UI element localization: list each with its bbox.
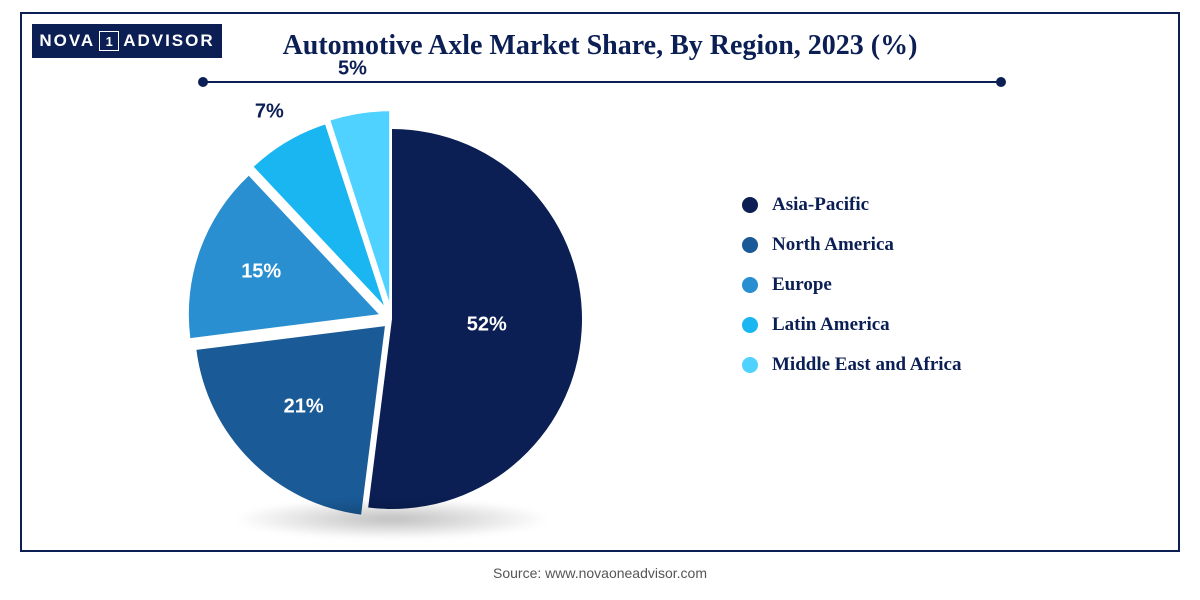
- legend-swatch: [742, 317, 758, 333]
- legend-swatch: [742, 197, 758, 213]
- legend-item: Europe: [742, 274, 961, 296]
- divider-dot-right: [996, 77, 1006, 87]
- legend-item: Middle East and Africa: [742, 354, 961, 376]
- pie-slice: [196, 326, 385, 515]
- legend-swatch: [742, 357, 758, 373]
- legend: Asia-Pacific North America Europe Latin Ame…: [742, 194, 961, 376]
- legend-label: North America: [772, 234, 894, 256]
- legend-item: North America: [742, 234, 961, 256]
- legend-label: Asia-Pacific: [772, 194, 869, 216]
- source-text: Source: www.novaoneadvisor.com: [0, 565, 1200, 581]
- legend-label: Europe: [772, 274, 832, 296]
- divider-line: [202, 81, 1002, 83]
- slice-label: 21%: [284, 396, 324, 419]
- legend-swatch: [742, 277, 758, 293]
- slice-label: 52%: [467, 313, 507, 336]
- pie-shadow: [232, 499, 552, 539]
- legend-swatch: [742, 237, 758, 253]
- legend-label: Latin America: [772, 314, 890, 336]
- slice-label: 15%: [241, 260, 281, 283]
- pie-chart: 52%21%15%7%5%: [172, 104, 612, 544]
- pie-svg: [172, 104, 612, 544]
- slice-label: 7%: [255, 100, 284, 123]
- chart-frame: NOVA 1 ADVISOR Automotive Axle Market Sh…: [20, 12, 1180, 552]
- legend-item: Asia-Pacific: [742, 194, 961, 216]
- chart-title: Automotive Axle Market Share, By Region,…: [22, 30, 1178, 62]
- slice-label: 5%: [338, 58, 367, 81]
- legend-item: Latin America: [742, 314, 961, 336]
- legend-label: Middle East and Africa: [772, 354, 961, 376]
- title-divider: [202, 76, 1002, 88]
- divider-dot-left: [198, 77, 208, 87]
